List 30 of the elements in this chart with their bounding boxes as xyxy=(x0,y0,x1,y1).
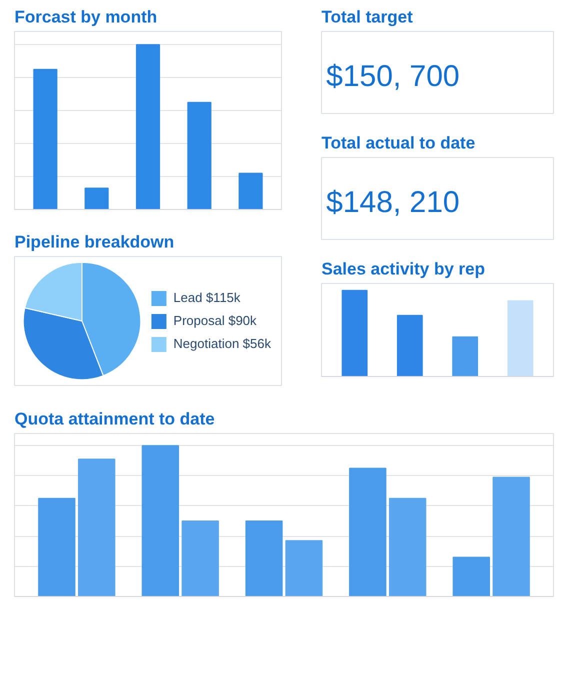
bar xyxy=(492,476,530,596)
bar xyxy=(396,314,423,376)
text: Total actual to date xyxy=(322,134,476,152)
bar xyxy=(38,498,76,596)
bar xyxy=(142,445,180,596)
bar xyxy=(238,172,263,210)
legend-label: Negotiation $56k xyxy=(173,336,271,351)
bar xyxy=(388,498,426,596)
bar xyxy=(452,556,490,596)
chart-title: Sales activity by rep xyxy=(322,260,485,278)
bar xyxy=(507,300,534,376)
text: $150, 700 xyxy=(326,60,460,94)
chart-title: Pipeline breakdown xyxy=(14,232,174,252)
bar xyxy=(245,520,283,596)
bar xyxy=(187,102,212,210)
bar xyxy=(84,188,109,210)
bar xyxy=(342,290,368,376)
bar xyxy=(78,458,116,596)
bar xyxy=(452,336,478,376)
bar xyxy=(182,520,219,596)
bar xyxy=(349,468,386,596)
legend-label: Proposal $90k xyxy=(173,313,257,328)
chart-title: Forcast by month xyxy=(14,8,158,26)
chart-title: Quota attainment to date xyxy=(14,410,215,428)
text: $148, 210 xyxy=(326,186,460,220)
bar xyxy=(136,44,160,210)
bar xyxy=(33,68,58,210)
text: Total target xyxy=(322,8,414,26)
bar xyxy=(285,540,323,596)
legend-label: Lead $115k xyxy=(173,290,240,305)
